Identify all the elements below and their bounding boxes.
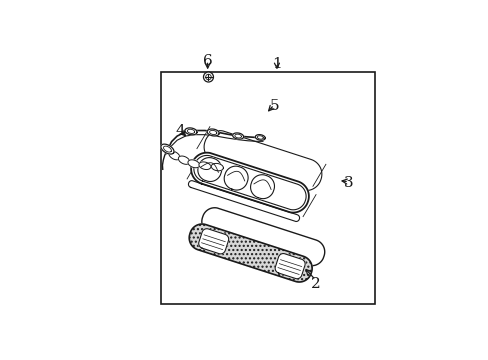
Polygon shape (178, 156, 189, 164)
Polygon shape (275, 253, 305, 279)
Circle shape (203, 72, 213, 82)
Text: 1: 1 (271, 57, 281, 71)
Polygon shape (224, 166, 247, 190)
Polygon shape (199, 162, 210, 170)
Polygon shape (189, 224, 311, 282)
Polygon shape (198, 158, 221, 181)
Polygon shape (198, 229, 228, 254)
Text: 3: 3 (344, 176, 353, 190)
Circle shape (205, 74, 211, 80)
Text: 2: 2 (310, 277, 320, 291)
Polygon shape (191, 153, 308, 212)
Polygon shape (187, 160, 199, 168)
Polygon shape (184, 128, 197, 135)
Text: 4: 4 (175, 123, 184, 138)
Polygon shape (188, 181, 299, 221)
Text: 5: 5 (269, 99, 279, 113)
Polygon shape (207, 129, 219, 136)
Polygon shape (161, 144, 174, 154)
Polygon shape (250, 175, 274, 199)
Polygon shape (211, 163, 223, 171)
Polygon shape (194, 156, 305, 210)
Text: 6: 6 (203, 54, 212, 68)
Polygon shape (232, 133, 243, 139)
Polygon shape (202, 208, 324, 266)
Bar (160, 72, 375, 304)
Polygon shape (168, 151, 180, 160)
Polygon shape (189, 224, 311, 282)
Polygon shape (255, 135, 264, 140)
